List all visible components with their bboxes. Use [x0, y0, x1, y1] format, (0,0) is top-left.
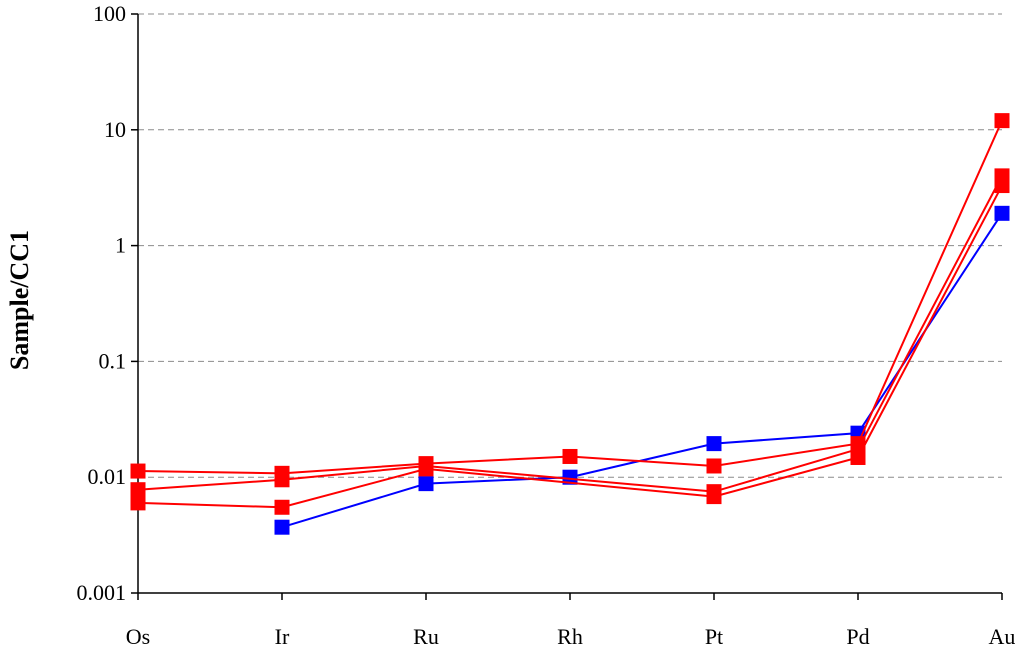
x-tick-label: Au: [989, 624, 1016, 649]
y-tick-label: 100: [93, 1, 126, 26]
tick-labels: 0.001 0.01 0.1 1 10 100 Os Ir Ru Rh Pt Pd Au: [77, 1, 1016, 649]
series-line: [137, 185, 1003, 509]
series-line: [281, 212, 1003, 529]
y-tick-label: 0.01: [88, 464, 127, 489]
series-4: [130, 178, 1010, 515]
y-axis-title: Sample/CC1: [5, 230, 34, 370]
y-tick-label: 0.1: [99, 348, 127, 373]
data-point: [130, 495, 146, 511]
data-point: [418, 461, 434, 477]
data-point: [418, 476, 434, 492]
gridlines: [138, 13, 1002, 478]
x-tick-label: Pd: [846, 624, 869, 649]
data-point: [274, 472, 290, 488]
x-tick-label: Pt: [705, 624, 723, 649]
axes: [131, 13, 1003, 600]
data-point: [706, 489, 722, 505]
data-point: [994, 178, 1010, 194]
data-point: [130, 463, 146, 479]
data-point: [562, 448, 578, 464]
data-point: [562, 469, 578, 485]
y-tick-label: 1: [115, 233, 126, 258]
series-group: [130, 113, 1010, 535]
data-point: [994, 113, 1010, 129]
data-point: [706, 458, 722, 474]
data-point: [706, 436, 722, 452]
data-point: [850, 449, 866, 465]
y-tick-label: 0.001: [77, 580, 127, 605]
x-tick-label: Ru: [413, 624, 439, 649]
data-point: [274, 519, 290, 535]
data-point: [274, 499, 290, 515]
series-2: [130, 113, 1010, 481]
x-tick-label: Os: [126, 624, 150, 649]
x-tick-label: Rh: [557, 624, 583, 649]
y-tick-label: 10: [104, 117, 126, 142]
data-point: [130, 482, 146, 498]
data-point: [994, 205, 1010, 221]
x-tick-label: Ir: [275, 624, 290, 649]
series-line: [137, 175, 1003, 493]
